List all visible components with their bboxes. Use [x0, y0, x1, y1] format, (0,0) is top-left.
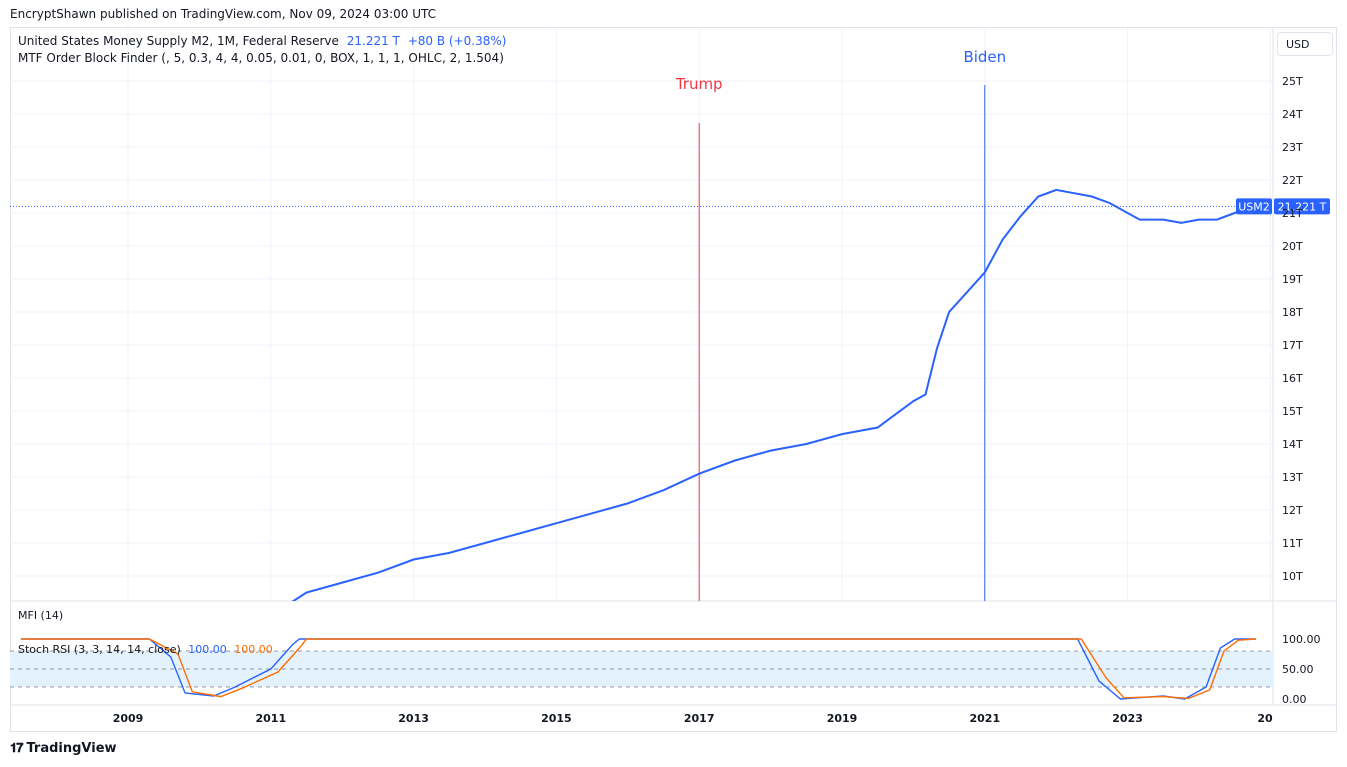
y-tick-label: 15T	[1282, 405, 1303, 418]
marker-label-biden: Biden	[963, 48, 1006, 66]
x-tick-label: 2023	[1112, 712, 1143, 725]
series-change: +80 B (+0.38%)	[407, 34, 507, 48]
marker-label-trump: Trump	[675, 75, 723, 93]
y-tick-label: 14T	[1282, 438, 1303, 451]
footer-brand-label: TradingView	[26, 741, 117, 756]
price-badge-value: 21.221 T	[1278, 200, 1327, 213]
x-tick-label: 2021	[969, 712, 1000, 725]
mfi-legend[interactable]: MFI (14)	[18, 609, 64, 622]
x-tick-label: 2017	[684, 712, 715, 725]
event-markers: Trump Biden	[675, 48, 1006, 601]
y-tick-label: 21T	[1282, 207, 1303, 220]
y-tick-label: 13T	[1282, 471, 1303, 484]
y-tick-label: 22T	[1282, 174, 1303, 187]
series-layer: USM2 21.221 T	[10, 188, 1330, 601]
stoch-line-d	[20, 638, 1257, 700]
stoch-title: Stoch RSI (3, 3, 14, 14, close)	[18, 643, 181, 656]
x-tick-label: 2011	[255, 712, 286, 725]
price-badge-value-bg	[1274, 198, 1330, 215]
chart-frame	[10, 27, 1337, 732]
x-tick-label: 2013	[398, 712, 429, 725]
price-badge-symbol-bg	[1236, 198, 1272, 215]
y-tick-label: 18T	[1282, 306, 1303, 319]
footer-brand[interactable]: 𝟏𝟕 TradingView	[10, 741, 117, 756]
y-tick-label: 25T	[1282, 75, 1303, 88]
tradingview-logo-icon: 𝟏𝟕	[10, 741, 24, 756]
axis-labels: 2009 2011 2013 2015 2017 2019 2021 2023 20 10T 11T…	[113, 75, 1303, 725]
y-tick-label: 24T	[1282, 108, 1303, 121]
currency-button[interactable]: USD	[1277, 32, 1333, 56]
series-title: United States Money Supply M2, 1M, Feder…	[18, 34, 339, 48]
y-tick-label: 10T	[1282, 570, 1303, 583]
y-tick-label: 16T	[1282, 372, 1303, 385]
stoch-legend[interactable]: Stoch RSI (3, 3, 14, 14, close) 100.00 1…	[18, 643, 273, 656]
series-line-usm2	[291, 188, 1259, 601]
y-tick-label: 17T	[1282, 339, 1303, 352]
y-tick-label: 11T	[1282, 537, 1303, 550]
y-tick-label: 19T	[1282, 273, 1303, 286]
series-last-value: 21.221 T	[346, 34, 400, 48]
stoch-y-tick: 0.00	[1282, 693, 1307, 706]
stoch-k-value: 100.00	[188, 643, 227, 656]
stoch-y-tick: 100.00	[1282, 633, 1321, 646]
x-tick-label: 2015	[541, 712, 572, 725]
x-tick-label: 20	[1257, 712, 1273, 725]
axes	[10, 28, 1337, 706]
stoch-d-value: 100.00	[234, 643, 273, 656]
grid-lines	[10, 28, 1273, 601]
x-tick-label: 2009	[113, 712, 144, 725]
stoch-rsi-pane: 0.00 50.00 100.00	[10, 633, 1321, 706]
indicator-legend[interactable]: MTF Order Block Finder (, 5, 0.3, 4, 4, …	[18, 51, 504, 65]
publisher-line: EncryptShawn published on TradingView.co…	[10, 7, 437, 21]
x-tick-label: 2019	[827, 712, 858, 725]
stoch-y-tick: 50.00	[1282, 663, 1314, 676]
y-tick-label: 23T	[1282, 141, 1303, 154]
y-tick-label: 20T	[1282, 240, 1303, 253]
series-legend[interactable]: United States Money Supply M2, 1M, Feder…	[18, 34, 506, 48]
y-tick-label: 12T	[1282, 504, 1303, 517]
price-badge-symbol: USM2	[1238, 200, 1270, 213]
